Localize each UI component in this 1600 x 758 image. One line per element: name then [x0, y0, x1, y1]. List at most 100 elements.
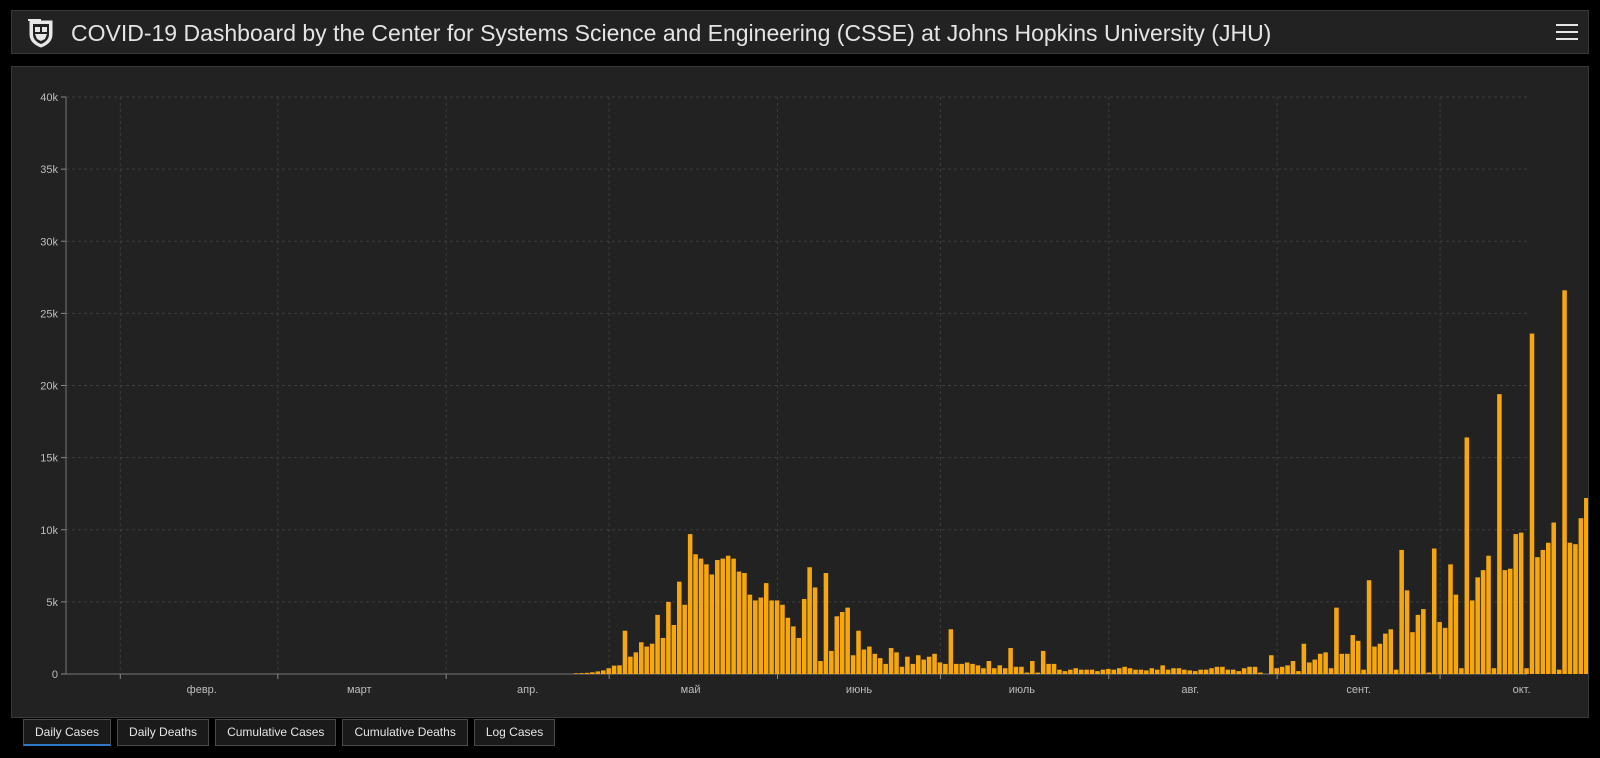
bar — [693, 554, 698, 674]
bar — [992, 668, 997, 674]
hamburger-menu-icon[interactable] — [1556, 21, 1578, 41]
bar — [856, 630, 861, 674]
bar — [899, 666, 905, 674]
bar — [905, 656, 910, 674]
bar — [758, 597, 764, 674]
bar — [1192, 671, 1198, 674]
bar — [1345, 653, 1350, 674]
bar — [1133, 669, 1138, 674]
bar — [1475, 577, 1480, 674]
bar — [628, 656, 633, 674]
bar — [573, 673, 579, 674]
bar — [818, 661, 823, 674]
bar — [1312, 659, 1317, 674]
bar — [970, 663, 975, 674]
bar — [1355, 640, 1361, 674]
bar — [1529, 333, 1535, 674]
bar — [1317, 653, 1323, 674]
bar — [1214, 666, 1220, 674]
tab-cumulative-deaths[interactable]: Cumulative Deaths — [342, 719, 468, 746]
tab-daily-cases[interactable]: Daily Cases — [23, 719, 112, 746]
bar — [617, 665, 622, 674]
bar — [823, 573, 829, 674]
bar — [1464, 437, 1470, 674]
bar — [1350, 635, 1356, 674]
bar — [1502, 570, 1508, 674]
x-tick-label: сент. — [1346, 684, 1371, 696]
bar — [1301, 643, 1307, 674]
bar — [1111, 669, 1117, 674]
y-tick-label: 10k — [40, 525, 58, 537]
y-tick-label: 20k — [40, 381, 58, 393]
bar — [839, 611, 845, 674]
bar — [964, 662, 970, 674]
bar — [1399, 549, 1404, 674]
bar — [997, 665, 1002, 674]
bar — [780, 604, 785, 674]
bar — [1019, 666, 1024, 674]
bar — [606, 668, 611, 674]
bar — [633, 652, 639, 674]
bar — [894, 652, 899, 674]
bar — [753, 600, 758, 674]
bar — [1562, 290, 1567, 674]
bar — [769, 600, 774, 674]
x-tick-label: март — [347, 684, 372, 696]
tab-cumulative-cases[interactable]: Cumulative Cases — [215, 719, 337, 746]
bar — [1051, 663, 1057, 674]
bar — [1518, 532, 1524, 674]
y-tick-label: 40k — [40, 92, 58, 104]
bar — [986, 661, 992, 674]
bar — [975, 665, 981, 674]
bar — [1073, 668, 1079, 674]
app-header: COVID-19 Dashboard by the Center for Sys… — [11, 10, 1589, 54]
bar — [926, 656, 932, 674]
bar — [1491, 668, 1497, 674]
bar — [1198, 669, 1203, 674]
bar — [1377, 643, 1383, 674]
y-tick-label: 30k — [40, 236, 58, 248]
daily-cases-chart: 0 5k 10k 15k 20k 25k 30k 35k 40k февр. март апр. май… — [40, 92, 1588, 696]
bar — [872, 653, 878, 674]
bar — [682, 604, 687, 674]
bar — [915, 655, 921, 674]
jhu-shield-logo-icon — [28, 19, 53, 48]
tab-daily-deaths[interactable]: Daily Deaths — [117, 719, 210, 746]
bar — [1062, 671, 1068, 674]
bar — [1279, 666, 1285, 674]
bar — [1182, 669, 1187, 674]
x-tick-label: апр. — [517, 684, 538, 696]
bar — [742, 573, 747, 674]
bar — [1507, 568, 1513, 674]
bar — [1426, 672, 1432, 674]
bar — [709, 574, 715, 674]
bar — [622, 630, 628, 674]
bar — [1366, 580, 1372, 674]
bar — [1144, 670, 1149, 674]
bar — [1231, 669, 1236, 674]
bar — [1415, 614, 1421, 674]
bar — [1030, 661, 1035, 674]
bar — [959, 663, 964, 674]
bar — [660, 637, 666, 674]
x-tick-label: февр. — [187, 684, 217, 696]
bar — [1095, 671, 1100, 674]
bar — [687, 534, 693, 674]
tab-log-cases[interactable]: Log Cases — [473, 719, 556, 746]
y-tick-label: 0 — [52, 669, 58, 681]
bar — [1171, 668, 1176, 674]
bar — [883, 663, 888, 674]
bar — [1437, 622, 1442, 674]
bar — [1328, 668, 1334, 674]
bar — [579, 673, 584, 674]
bar — [671, 624, 677, 674]
bar — [850, 655, 856, 674]
bar — [1274, 668, 1279, 674]
x-tick-label: окт. — [1513, 684, 1531, 696]
bar — [791, 626, 796, 674]
bar — [1241, 668, 1247, 674]
bar — [845, 607, 850, 674]
bar — [1165, 669, 1171, 674]
bar — [943, 663, 948, 674]
bar — [1285, 665, 1290, 674]
